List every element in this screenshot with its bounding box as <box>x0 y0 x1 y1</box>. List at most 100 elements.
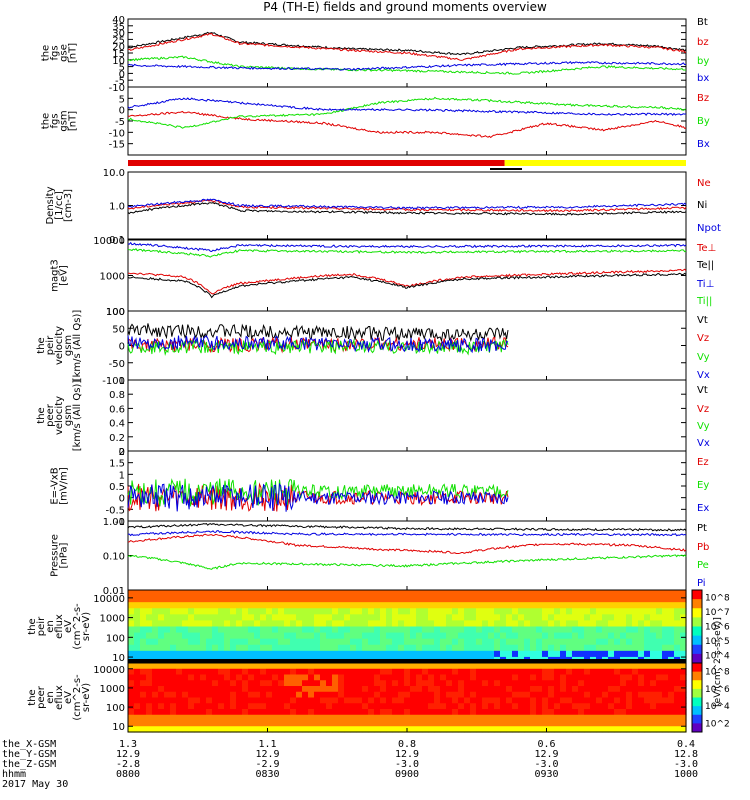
spectrogram-cell <box>386 720 393 727</box>
y-tick-label: 0 <box>119 342 125 353</box>
spectrogram-cell <box>548 674 555 681</box>
spectrogram-cell <box>164 608 171 615</box>
y-tick-label: 0.10 <box>103 552 125 563</box>
spectrogram-cell <box>476 608 483 615</box>
spectrogram-cell <box>260 686 267 693</box>
spectrogram-cell <box>422 697 429 704</box>
spectrogram-cell <box>644 697 651 704</box>
spectrogram-cell <box>446 720 453 727</box>
spectrogram-cell <box>356 602 363 609</box>
spectrogram-cell <box>284 674 291 681</box>
spectrogram-cell <box>464 720 471 727</box>
spectrogram-cell <box>584 680 591 687</box>
spectrogram-cell <box>416 663 423 670</box>
spectrogram-cell <box>632 596 639 603</box>
y-tick-label: 2 <box>119 447 125 458</box>
spectrogram-cell <box>656 668 663 676</box>
spectrogram-cell <box>140 691 147 699</box>
y-tick-label: 10000 <box>93 594 125 605</box>
panel-frame <box>127 310 687 381</box>
spectrogram-cell <box>422 614 429 622</box>
spectrogram-cell <box>446 697 453 704</box>
spectrogram-cell <box>512 632 519 640</box>
spectrogram-cell <box>350 668 357 676</box>
spectrogram-cell <box>314 663 321 670</box>
spectrogram-cell <box>446 726 453 733</box>
spectrogram-cell <box>410 703 417 710</box>
spectrogram-cell <box>248 697 255 704</box>
y-tick-label: -50 <box>109 359 125 370</box>
spectrogram-cell <box>212 602 219 609</box>
spectrogram-cell <box>464 663 471 670</box>
spectrogram-cell <box>140 680 147 687</box>
spectrogram-cell <box>458 691 465 699</box>
spectrogram-cell <box>338 608 345 615</box>
spectrogram-cell <box>332 650 339 658</box>
spectrogram-cell <box>428 726 435 733</box>
y-tick-label: 40 <box>112 15 125 26</box>
spectrogram-cell <box>314 680 321 687</box>
spectrogram-cell <box>410 626 417 634</box>
spectrogram-cell <box>584 726 591 733</box>
spectrogram-cell <box>176 703 183 710</box>
spectrogram-cell <box>398 590 405 597</box>
spectrogram-cell <box>182 650 189 658</box>
spectrogram-cell <box>632 620 639 628</box>
spectrogram-cell <box>218 714 225 722</box>
spectrogram-cell <box>422 620 429 628</box>
spectrogram-cell <box>254 626 261 634</box>
spectrogram-cell <box>566 674 573 681</box>
spectrogram-cell <box>386 596 393 603</box>
x-tick-label: 12.9 <box>395 749 419 760</box>
spectrogram-cell <box>644 714 651 722</box>
spectrogram-cell <box>620 668 627 676</box>
spectrogram-cell <box>242 638 249 646</box>
spectrogram-cell <box>572 686 579 693</box>
spectrogram-cell <box>638 663 645 670</box>
panel-frame <box>127 171 687 240</box>
spectrogram-cell <box>176 602 183 609</box>
spectrogram-cell <box>458 590 465 597</box>
spectrogram-cell <box>164 632 171 640</box>
spectrogram-cell <box>254 638 261 646</box>
spectrogram-cell <box>566 644 573 652</box>
spectrogram-cell <box>140 608 147 615</box>
spectrogram-cell <box>212 668 219 676</box>
spectrogram-cell <box>494 602 501 609</box>
spectrogram-cell <box>326 644 333 652</box>
y-axis-label: fgs <box>50 113 61 128</box>
spectrogram-cell <box>320 626 327 634</box>
spectrogram-cell <box>176 590 183 597</box>
spectrogram-cell <box>656 674 663 681</box>
spectrogram-cell <box>536 620 543 628</box>
spectrogram-cell <box>530 709 537 716</box>
spectrogram-cell <box>410 650 417 658</box>
spectrogram-cell <box>368 703 375 710</box>
spectrogram-cell <box>608 596 615 603</box>
spectrogram-cell <box>494 608 501 615</box>
spectrogram-cell <box>362 638 369 646</box>
y-tick-label: 10 <box>112 653 125 664</box>
spectrogram-cell <box>554 650 561 658</box>
spectrogram-cell <box>590 626 597 634</box>
spectrogram-cell <box>356 714 363 722</box>
spectrogram-cell <box>200 626 207 634</box>
spectrogram-cell <box>554 614 561 622</box>
spectrogram-cell <box>602 714 609 722</box>
y-axis-label: gsm <box>63 405 74 426</box>
spectrogram-cell <box>272 680 279 687</box>
spectrogram-cell <box>284 590 291 597</box>
spectrogram-cell <box>470 663 477 670</box>
spectrogram-cell <box>404 620 411 628</box>
spectrogram-cell <box>206 663 213 670</box>
spectrogram-cell <box>206 638 213 646</box>
spectrogram-cell <box>314 602 321 609</box>
y-axis-label: Pressure <box>50 534 61 577</box>
spectrogram-cell <box>224 650 231 658</box>
spectrogram-cell <box>254 620 261 628</box>
spectrogram-cell <box>284 714 291 722</box>
spectrogram-cell <box>536 703 543 710</box>
spectrogram-cell <box>320 668 327 676</box>
spectrogram-cell <box>614 626 621 634</box>
spectrogram-cell <box>458 626 465 634</box>
